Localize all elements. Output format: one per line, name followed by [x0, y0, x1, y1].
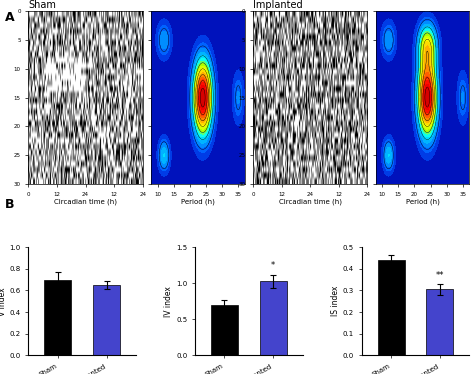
X-axis label: Circadian time (h): Circadian time (h): [54, 198, 117, 205]
Bar: [211, 305, 238, 355]
X-axis label: Period (h): Period (h): [406, 198, 439, 205]
Text: *: *: [271, 261, 275, 270]
Y-axis label: V index: V index: [0, 287, 7, 316]
Bar: [427, 289, 453, 355]
Bar: [45, 280, 71, 355]
Bar: [378, 260, 404, 355]
Text: B: B: [5, 198, 14, 211]
Text: **: **: [436, 271, 444, 280]
Y-axis label: IS index: IS index: [331, 286, 340, 316]
Text: Sham: Sham: [28, 0, 56, 10]
Y-axis label: IV index: IV index: [164, 286, 173, 317]
X-axis label: Period (h): Period (h): [181, 198, 215, 205]
Bar: [260, 281, 287, 355]
Text: A: A: [5, 11, 14, 24]
Text: Implanted: Implanted: [253, 0, 302, 10]
Bar: [93, 285, 120, 355]
X-axis label: Circadian time (h): Circadian time (h): [279, 198, 342, 205]
